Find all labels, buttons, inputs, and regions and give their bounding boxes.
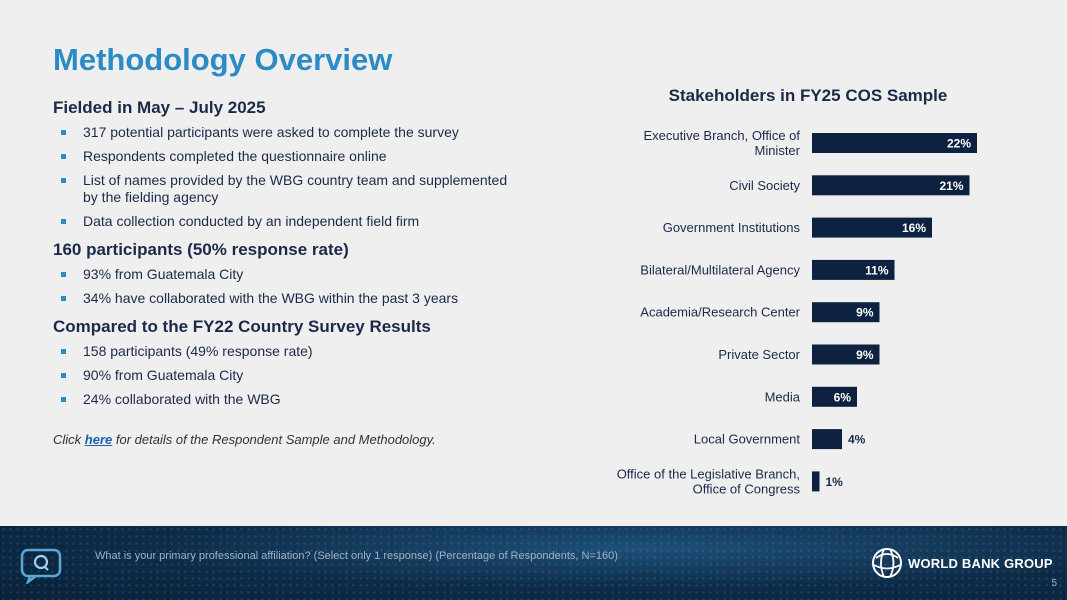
bullet-text: Data collection conducted by an independ…	[83, 213, 420, 229]
methodology-note: Click here for details of the Respondent…	[53, 432, 523, 447]
data-label: 9%	[856, 348, 874, 362]
slide-title: Methodology Overview	[53, 42, 393, 77]
bullet-item: 93% from Guatemala City	[53, 266, 523, 283]
section-heading: 160 participants (50% response rate)	[53, 240, 349, 259]
bar-7	[812, 386, 857, 407]
bullet-item: 24% collaborated with the WBG	[53, 391, 523, 408]
globe-icon	[872, 548, 902, 578]
bullet-text: 317 potential participants were asked to…	[83, 124, 459, 140]
section-comparison: Compared to the FY22 Country Survey Resu…	[53, 317, 523, 408]
data-label: 1%	[826, 475, 844, 489]
square-bullet-icon	[61, 154, 66, 159]
survey-chat-icon	[20, 548, 62, 584]
chart-title: Stakeholders in FY25 COS Sample	[668, 86, 948, 105]
category-label: Civil Society	[729, 178, 800, 193]
data-label: 9%	[856, 306, 874, 320]
category-label: Private Sector	[718, 347, 800, 362]
data-label: 21%	[939, 179, 963, 193]
square-bullet-icon	[61, 272, 66, 277]
bullet-list: 317 potential participants were asked to…	[53, 124, 523, 230]
bullet-text: Respondents completed the questionnaire …	[83, 148, 387, 164]
world-bank-group-logo: WORLD BANK GROUP	[870, 546, 1053, 580]
methodology-text: Fielded in May – July 2025 317 potential…	[53, 98, 523, 447]
category-label: Media	[765, 389, 801, 404]
section-participants: 160 participants (50% response rate) 93%…	[53, 240, 523, 307]
bar-8	[812, 429, 842, 450]
footer-pattern	[0, 526, 1067, 600]
square-bullet-icon	[61, 296, 66, 301]
bullet-list: 93% from Guatemala City 34% have collabo…	[53, 266, 523, 307]
footer-bar: What is your primary professional affili…	[0, 526, 1067, 600]
data-label: 11%	[865, 263, 889, 277]
bullet-item: 34% have collaborated with the WBG withi…	[53, 290, 523, 307]
bullet-item: Data collection conducted by an independ…	[53, 213, 523, 230]
bullet-text: 24% collaborated with the WBG	[83, 391, 281, 407]
square-bullet-icon	[61, 130, 66, 135]
bar-chart-svg: 22% Executive Branch, Office of Minister 21…	[617, 128, 977, 496]
bar-5	[812, 302, 880, 323]
bullet-item: 158 participants (49% response rate)	[53, 343, 523, 360]
square-bullet-icon	[61, 349, 66, 354]
square-bullet-icon	[61, 397, 66, 402]
section-heading: Fielded in May – July 2025	[53, 98, 266, 117]
square-bullet-icon	[61, 219, 66, 224]
page-number: 5	[1051, 578, 1057, 589]
bullet-text: 93% from Guatemala City	[83, 266, 244, 282]
survey-question: What is your primary professional affili…	[95, 550, 618, 562]
note-suffix: for details of the Respondent Sample and…	[112, 432, 436, 447]
data-label: 6%	[834, 390, 852, 404]
bullet-item: Respondents completed the questionnaire …	[53, 148, 523, 165]
section-fielding: Fielded in May – July 2025 317 potential…	[53, 98, 523, 230]
bullet-item: 317 potential participants were asked to…	[53, 124, 523, 141]
bullet-text: 158 participants (49% response rate)	[83, 343, 313, 359]
category-label: Executive Branch, Office of Minister	[643, 128, 800, 158]
square-bullet-icon	[61, 373, 66, 378]
category-label: Bilateral/Multilateral Agency	[640, 262, 800, 277]
bullet-text: 34% have collaborated with the WBG withi…	[83, 290, 459, 306]
methodology-details-link[interactable]: here	[84, 432, 113, 447]
square-bullet-icon	[61, 178, 66, 183]
category-label: Local Government	[694, 432, 801, 447]
logo-text: WORLD BANK GROUP	[908, 555, 1053, 571]
bar-6	[812, 344, 880, 365]
bar-1	[812, 133, 977, 153]
bullet-text: List of names provided by the WBG countr…	[83, 172, 508, 205]
bullet-item: 90% from Guatemala City	[53, 367, 523, 384]
note-prefix: Click	[53, 432, 85, 447]
stakeholders-chart: Stakeholders in FY25 COS Sample 22% Execu…	[560, 84, 1060, 514]
bar-3	[812, 217, 932, 238]
data-label: 22%	[947, 137, 971, 151]
bar-9	[812, 471, 820, 492]
category-label: Office of the Legislative Branch, Office …	[617, 466, 801, 496]
category-label: Academia/Research Center	[640, 305, 800, 320]
bullet-list: 158 participants (49% response rate) 90%…	[53, 343, 523, 408]
bar-4	[812, 259, 895, 280]
data-label: 16%	[902, 221, 926, 235]
category-label: Government Institutions	[663, 220, 801, 235]
bar-2	[812, 175, 970, 196]
bullet-item: List of names provided by the WBG countr…	[53, 172, 523, 206]
bullet-text: 90% from Guatemala City	[83, 367, 244, 383]
section-heading: Compared to the FY22 Country Survey Resu…	[53, 317, 431, 336]
data-label: 4%	[848, 433, 866, 447]
